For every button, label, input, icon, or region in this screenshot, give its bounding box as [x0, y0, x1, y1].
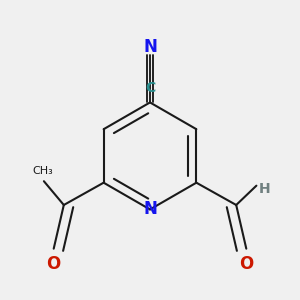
Text: H: H	[259, 182, 270, 196]
Text: CH₃: CH₃	[32, 166, 53, 176]
Text: O: O	[46, 255, 61, 273]
Text: N: N	[143, 38, 157, 56]
Text: N: N	[143, 200, 157, 218]
Text: C: C	[145, 81, 155, 94]
Text: O: O	[239, 255, 254, 273]
